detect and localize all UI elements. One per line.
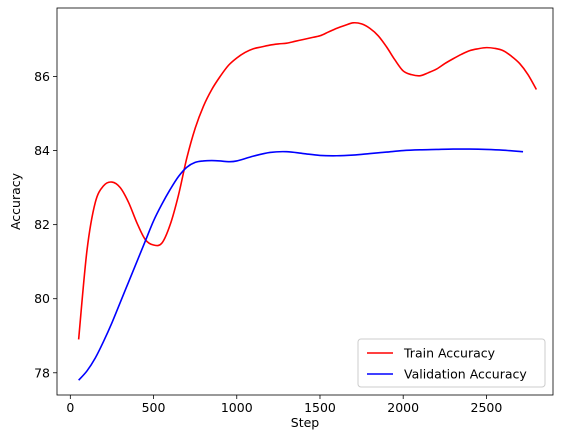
legend-label-train-accuracy: Train Accuracy xyxy=(403,346,496,361)
x-tick-label: 2500 xyxy=(471,400,503,415)
x-tick-label: 1500 xyxy=(304,400,336,415)
x-tick-label: 1000 xyxy=(221,400,253,415)
y-tick-label: 86 xyxy=(34,69,50,84)
legend-label-validation-accuracy: Validation Accuracy xyxy=(404,367,527,382)
y-tick-label: 82 xyxy=(34,217,50,232)
x-tick-label: 0 xyxy=(66,400,74,415)
x-tick-label: 2000 xyxy=(387,400,419,415)
x-axis-label: Step xyxy=(291,415,320,430)
y-axis-label: Accuracy xyxy=(8,172,23,230)
legend: Train Accuracy Validation Accuracy xyxy=(358,339,545,387)
x-tick-label: 500 xyxy=(142,400,166,415)
y-tick-label: 80 xyxy=(34,291,50,306)
y-tick-label: 84 xyxy=(34,143,50,158)
y-tick-label: 78 xyxy=(34,365,50,380)
